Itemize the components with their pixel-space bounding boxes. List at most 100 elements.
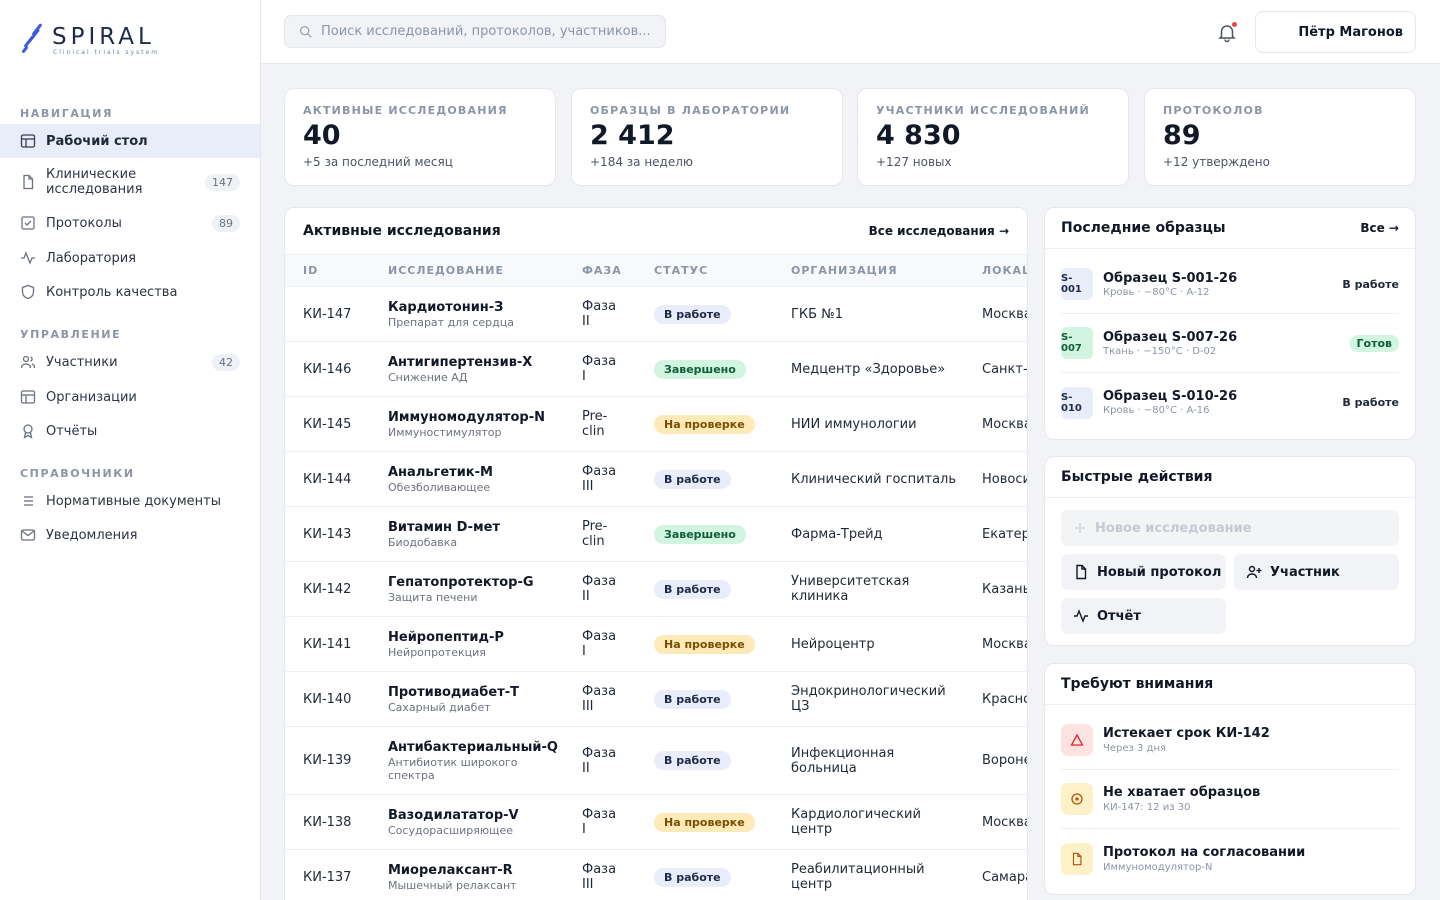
search-input[interactable] [321, 24, 651, 39]
column-header[interactable]: ФАЗА [582, 264, 622, 277]
sample-code-badge: S-010 [1061, 386, 1093, 419]
status-cell: В работе [636, 561, 773, 617]
sidebar-item-dashboard[interactable]: Рабочий стол [0, 124, 260, 158]
sidebar-item-reports[interactable]: Отчёты [0, 414, 260, 448]
study-description: Сахарный диабет [388, 700, 491, 714]
table-row[interactable]: КИ-144 Анальгетик-М Обезболивающее Фаза III… [285, 451, 1027, 507]
column-header[interactable]: СТАТУС [654, 264, 709, 277]
study-description: Иммуностимулятор [388, 425, 502, 439]
new-study-button[interactable]: Новое исследование [1061, 510, 1399, 546]
table-row[interactable]: КИ-137 Миорелаксант-R Мышечный релаксант Фа… [285, 849, 1027, 900]
study-cell: Нейропептид-Р Нейропротекция [370, 616, 564, 672]
study-name: Анальгетик-М [388, 464, 493, 480]
table-row[interactable]: КИ-143 Витамин D-мет Биодобавка Pre-clin Зав… [285, 506, 1027, 562]
table-row[interactable]: КИ-142 Гепатопротектор-G Защита печени Фаза… [285, 561, 1027, 617]
quick-actions-card: Быстрые действия Новое исследование Новы… [1044, 456, 1416, 646]
study-phase: Фаза II [582, 745, 617, 776]
plus-icon [1075, 523, 1085, 533]
study-id: КИ-140 [285, 671, 370, 727]
sidebar-item-regulatory-docs[interactable]: Нормативные документы [0, 484, 260, 518]
column-header[interactable]: ОРГАНИЗАЦИЯ [791, 264, 898, 277]
study-id: КИ-142 [285, 561, 370, 617]
table-row[interactable]: КИ-145 Иммуномодулятор-N Иммуностимулятор P… [285, 396, 1027, 452]
study-name: Кардиотонин-З [388, 299, 504, 315]
study-description: Нейропротекция [388, 645, 486, 659]
sidebar-item-laboratory[interactable]: Лаборатория [0, 241, 260, 275]
add-participant-button[interactable]: Участник [1234, 554, 1399, 590]
nav-section-management: УПРАВЛЕНИЕ [20, 328, 122, 341]
sidebar-item-label: Отчёты [46, 423, 98, 439]
sidebar-item-protocols[interactable]: Протоколы 89 [0, 206, 260, 240]
study-phase: Фаза II [582, 299, 617, 329]
table-row[interactable]: КИ-147 Кардиотонин-З Препарат для сердца Фа… [285, 286, 1027, 342]
status-cell: В работе [636, 726, 773, 795]
status-cell: Завершено [636, 506, 773, 562]
org-cell: Фарма-Трейд [773, 506, 964, 562]
layout-icon [20, 390, 36, 404]
study-id: КИ-138 [285, 794, 370, 850]
study-description: Обезболивающее [388, 480, 491, 494]
notifications-button[interactable] [1216, 21, 1238, 43]
spiral-logo-icon [20, 18, 48, 58]
status-badge: На проверке [654, 812, 755, 832]
stat-sub: +5 за последний месяц [303, 155, 453, 169]
stat-label: УЧАСТНИКИ ИССЛЕДОВАНИЙ [876, 104, 1090, 117]
stat-sub: +184 за неделю [590, 155, 694, 169]
attention-item[interactable]: Не хватает образцов КИ-147: 12 из 30 [1061, 770, 1399, 829]
search-box[interactable] [284, 15, 666, 48]
user-menu-button[interactable]: Пётр Магонов [1255, 11, 1416, 53]
new-protocol-button[interactable]: Новый протокол [1061, 554, 1226, 590]
column-header[interactable]: ЛОКАЦИЯ [982, 264, 1027, 277]
sidebar-item-clinical-studies[interactable]: Клинические исследования 147 [0, 162, 260, 202]
stat-value: 2 412 [590, 120, 675, 151]
status-badge: В работе [654, 751, 731, 770]
card-title: Быстрые действия [1061, 469, 1213, 485]
attention-item[interactable]: Истекает срок КИ-142 Через 3 дня [1061, 711, 1399, 770]
column-header[interactable]: ID [303, 264, 319, 277]
study-cell: Антигипертензив-Х Снижение АД [370, 341, 564, 397]
sidebar-item-quality-control[interactable]: Контроль качества [0, 275, 260, 309]
sample-item[interactable]: S-001 Образец S-001-26 Кровь · −80°C · A… [1061, 255, 1399, 314]
study-location: Екатеринбург [964, 506, 1027, 562]
study-cell: Миорелаксант-R Мышечный релаксант [370, 849, 564, 900]
phase-cell: Фаза II [564, 561, 636, 617]
org-cell: Клинический госпиталь [773, 451, 964, 507]
column-header[interactable]: ИССЛЕДОВАНИЕ [388, 264, 504, 277]
study-name: Противодиабет-Т [388, 684, 519, 700]
sample-item[interactable]: S-007 Образец S-007-26 Ткань · −150°C · … [1061, 314, 1399, 373]
sidebar-item-notifications[interactable]: Уведомления [0, 518, 260, 552]
search-icon [299, 25, 312, 38]
table-row[interactable]: КИ-139 Антибактериальный-Q Антибиотик широ… [285, 726, 1027, 795]
table-row[interactable]: КИ-138 Вазодилататор-V Сосудорасширяющее Фа… [285, 794, 1027, 850]
status-badge: В работе [654, 689, 731, 709]
attention-icon-box [1061, 783, 1093, 815]
study-description: Сосудорасширяющее [388, 823, 514, 837]
list-icon [24, 496, 33, 506]
sample-item[interactable]: S-010 Образец S-010-26 Кровь · −80°C · A… [1061, 373, 1399, 432]
notification-dot [1232, 22, 1237, 27]
status-cell: В работе [636, 671, 773, 727]
study-description: Биодобавка [388, 535, 458, 549]
brand-logo[interactable]: SPIRAL Clinical trials system [20, 18, 159, 64]
table-row[interactable]: КИ-140 Противодиабет-Т Сахарный диабет Фаза… [285, 671, 1027, 727]
table-row[interactable]: КИ-146 Антигипертензив-Х Снижение АД Фаза I… [285, 341, 1027, 397]
attention-item[interactable]: Протокол на согласовании Иммуномодулятор… [1061, 829, 1399, 888]
study-description: Антибиотик широкого спектра [388, 755, 518, 782]
sample-code-badge: S-001 [1061, 268, 1093, 300]
all-samples-link[interactable]: Все → [1360, 221, 1399, 235]
button-label: Участник [1270, 564, 1340, 580]
report-button[interactable]: Отчёт [1061, 598, 1226, 634]
study-organization: Кардиологический центр [791, 807, 921, 837]
study-id: КИ-145 [285, 396, 370, 452]
document-icon [1076, 564, 1087, 580]
sidebar-item-participants[interactable]: Участники 42 [0, 345, 260, 379]
org-cell: Кардиологический центр [773, 794, 964, 850]
all-studies-link[interactable]: Все исследования → [868, 224, 1009, 238]
sidebar-item-organizations[interactable]: Организации [0, 380, 260, 414]
card-title: Последние образцы [1061, 220, 1226, 236]
status-badge: В работе [654, 304, 731, 324]
sample-code-badge: S-007 [1061, 327, 1093, 359]
stat-card-active-studies: АКТИВНЫЕ ИССЛЕДОВАНИЯ 40 +5 за последний… [284, 88, 556, 186]
stat-card-protocols: ПРОТОКОЛОВ 89 +12 утверждено [1144, 88, 1416, 186]
